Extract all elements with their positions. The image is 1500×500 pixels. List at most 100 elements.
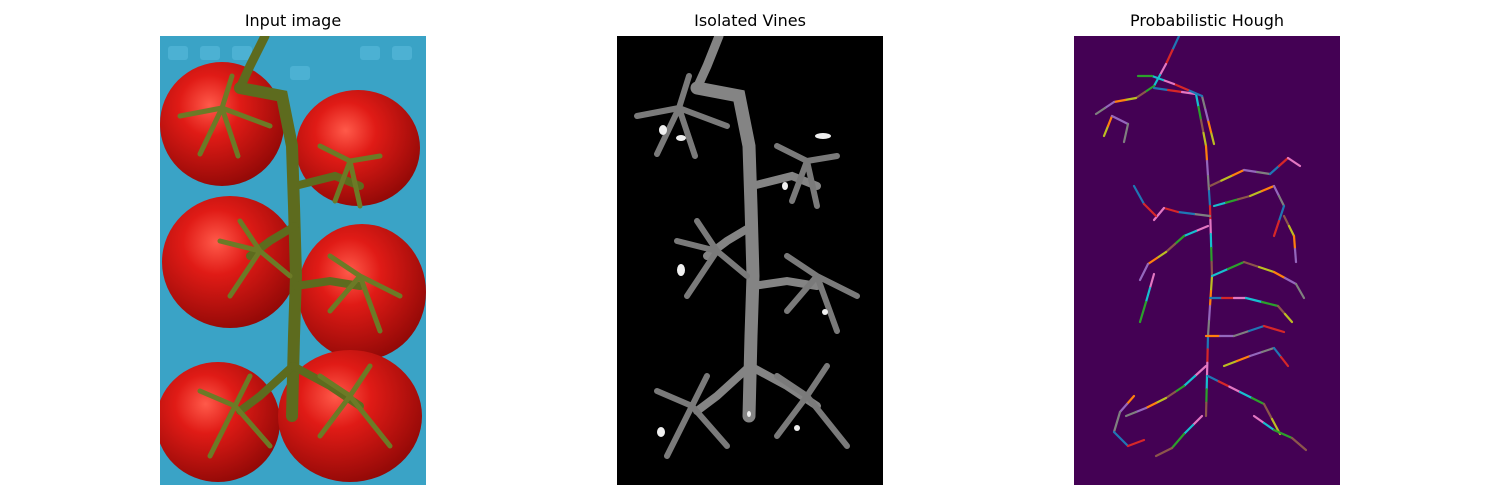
hough-segment <box>1260 300 1280 308</box>
probabilistic-hough-panel <box>1074 36 1340 485</box>
hough-segment <box>1143 84 1156 94</box>
hough-segment <box>1272 428 1294 440</box>
hough-segment <box>1182 374 1197 388</box>
hough-segment <box>1276 304 1287 316</box>
hough-segment <box>1152 73 1162 88</box>
hough-segment <box>1124 410 1138 418</box>
hough-segment <box>1292 234 1297 251</box>
hough-segment <box>1144 286 1152 304</box>
hough-segment <box>1171 36 1181 52</box>
hough-segment <box>1123 96 1138 102</box>
hough-segment <box>1282 214 1291 228</box>
hough-segment <box>1283 276 1298 286</box>
hough-segment <box>1194 92 1200 109</box>
hough-segment <box>1202 131 1208 148</box>
hough-segment <box>1238 390 1254 400</box>
probabilistic-hough-image <box>1074 36 1340 485</box>
hough-segment <box>1150 74 1165 82</box>
hough-segment <box>1191 414 1204 427</box>
hough-segment <box>1203 106 1210 122</box>
hough-segment <box>1207 304 1212 323</box>
hough-segment <box>1154 396 1168 405</box>
hough-segment <box>1242 260 1261 269</box>
hough-segment <box>1231 168 1246 177</box>
hough-segment <box>1287 224 1296 238</box>
hough-segment <box>1182 229 1198 238</box>
hough-segment <box>1166 88 1184 94</box>
hough-segment <box>1209 274 1214 293</box>
hough-segment <box>1110 114 1130 126</box>
hough-segment <box>1164 390 1177 400</box>
hough-segment <box>1244 296 1264 304</box>
hough-segment <box>1144 401 1158 410</box>
hough-segment <box>1173 384 1186 394</box>
hough-segment <box>1112 410 1122 434</box>
input-image-panel <box>160 36 426 485</box>
hough-segment <box>1154 446 1174 458</box>
hough-segment <box>1194 224 1210 233</box>
hough-segment <box>1125 394 1136 406</box>
hough-line-segments <box>1094 36 1308 458</box>
hough-segment <box>1103 100 1116 110</box>
hough-segment <box>1252 414 1266 425</box>
hough-segment <box>1235 354 1252 363</box>
hough-segment <box>1112 98 1127 104</box>
highlight-specks <box>657 125 831 437</box>
hough-segment <box>1208 179 1223 188</box>
isolated-vines-panel <box>617 36 883 485</box>
hough-segment <box>1272 184 1281 198</box>
hough-segment <box>1272 270 1287 280</box>
hough-segment <box>1279 355 1290 368</box>
hough-segment <box>1268 164 1281 176</box>
hough-segment <box>1212 201 1228 208</box>
hough-segment <box>1164 242 1177 254</box>
vine <box>234 36 364 422</box>
hough-segment <box>1132 184 1146 206</box>
hough-segment <box>1094 106 1107 116</box>
hough-segment <box>1134 90 1147 100</box>
hough-segment <box>1118 402 1129 414</box>
hough-segment <box>1277 194 1286 208</box>
hough-segment <box>1161 78 1176 86</box>
hough-segment <box>1193 364 1208 378</box>
hough-segment <box>1206 118 1213 134</box>
hough-segment <box>1148 272 1156 290</box>
hough-segment <box>1182 423 1195 436</box>
hough-segment <box>1126 438 1146 448</box>
hough-segment <box>1248 350 1264 358</box>
hough-segment <box>1158 62 1168 77</box>
isolated-vines-image <box>617 36 883 485</box>
hough-segment <box>1204 144 1209 163</box>
hough-segment <box>1255 170 1272 176</box>
hough-segment <box>1170 432 1186 450</box>
hough-segment <box>1290 436 1308 452</box>
hough-segment <box>1236 194 1252 201</box>
hough-segment <box>1112 430 1130 448</box>
hough-segment <box>1283 312 1294 324</box>
hough-segment <box>1250 396 1266 406</box>
tomato <box>298 224 426 360</box>
hough-segment <box>1220 174 1234 182</box>
hough-segment <box>1286 156 1302 168</box>
hough-segment <box>1206 319 1211 338</box>
sepals <box>177 73 403 459</box>
hough-segment <box>1294 282 1306 300</box>
hough-segment <box>1260 346 1276 354</box>
hough-segment <box>1277 156 1290 168</box>
hough-segment <box>1173 234 1186 246</box>
hough-segment <box>1106 114 1114 128</box>
tomato <box>160 362 280 482</box>
hough-segment <box>1164 48 1174 66</box>
hough-segment <box>1222 359 1239 368</box>
hough-segment <box>1272 219 1281 238</box>
hough-segment <box>1186 88 1204 98</box>
tomato <box>162 196 298 328</box>
tomato <box>278 350 422 482</box>
hough-segment <box>1172 82 1190 92</box>
hough-segment <box>1277 204 1286 223</box>
hough-segment <box>1257 265 1276 274</box>
hough-segment <box>1176 210 1196 216</box>
hough-segment <box>1142 202 1158 218</box>
hough-segment <box>1146 256 1159 266</box>
sepal-mask <box>634 73 860 459</box>
